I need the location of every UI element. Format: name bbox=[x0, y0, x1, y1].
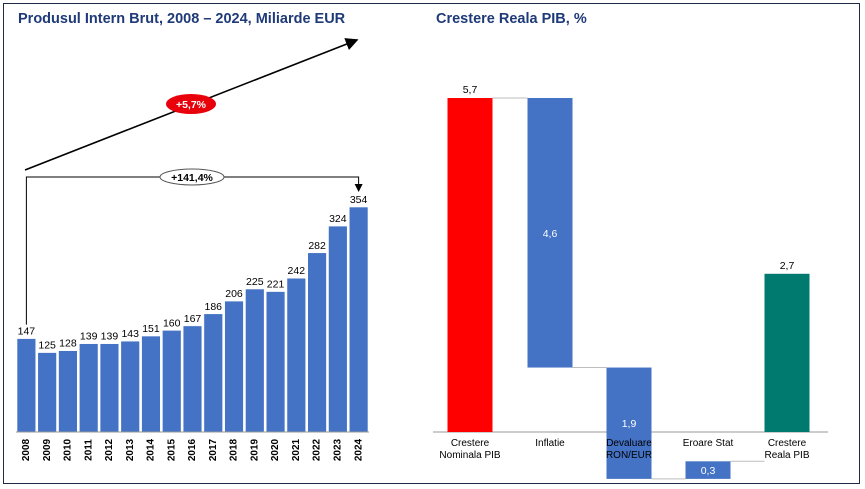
gdp-year-label: 2008 bbox=[21, 438, 32, 461]
waterfall-bar bbox=[685, 461, 731, 479]
gdp-bar-value: 160 bbox=[163, 317, 181, 329]
gdp-bar bbox=[58, 350, 78, 433]
gdp-bar-value: 139 bbox=[80, 331, 98, 343]
gdp-bar-value: 147 bbox=[18, 326, 36, 338]
gdp-bar-value: 225 bbox=[246, 276, 264, 288]
waterfall-bar-value: 1,9 bbox=[622, 418, 637, 430]
gdp-bar bbox=[78, 343, 99, 433]
gdp-chart-title: Produsul Intern Brut, 2008 – 2024, Milia… bbox=[18, 11, 346, 27]
gdp-bar bbox=[245, 288, 265, 433]
gdp-bar bbox=[348, 206, 369, 433]
gdp-bar bbox=[203, 313, 223, 433]
gdp-bar-value: 167 bbox=[184, 313, 202, 325]
cagr-badge bbox=[166, 94, 216, 114]
waterfall-bar bbox=[764, 273, 810, 432]
gdp-year-label: 2014 bbox=[146, 438, 157, 461]
gdp-year-label: 2013 bbox=[125, 438, 136, 461]
gdp-bar bbox=[162, 330, 182, 433]
cagr-badge-label: +5,7% bbox=[176, 99, 207, 111]
waterfall-bar-value: 0,3 bbox=[701, 465, 716, 477]
waterfall-category-label: Inflatie bbox=[535, 438, 565, 449]
gdp-year-label: 2019 bbox=[249, 438, 260, 461]
gdp-bar-value: 128 bbox=[59, 338, 77, 350]
gdp-bar bbox=[265, 291, 286, 433]
gdp-year-label: 2020 bbox=[270, 438, 281, 461]
gdp-bar bbox=[182, 325, 203, 433]
gdp-bar-value: 282 bbox=[308, 240, 326, 252]
waterfall-bar-value: 5,7 bbox=[463, 84, 478, 96]
gdp-bar-value: 151 bbox=[142, 323, 160, 335]
waterfall-category-label: Eroare Stat bbox=[683, 438, 734, 449]
gdp-year-label: 2022 bbox=[312, 438, 323, 461]
growth-badge-label: +141,4% bbox=[171, 172, 213, 184]
gdp-year-label: 2021 bbox=[291, 438, 302, 461]
gdp-year-label: 2016 bbox=[187, 438, 198, 461]
gdp-bar-value: 143 bbox=[121, 328, 139, 340]
real-growth-chart-title: Crestere Reala PIB, % bbox=[436, 11, 587, 27]
waterfall-bar bbox=[606, 367, 652, 479]
gdp-bar bbox=[224, 300, 244, 433]
gdp-bar bbox=[141, 335, 161, 433]
waterfall-category-label: Crestere Reala PIB bbox=[764, 438, 809, 461]
gdp-year-label: 2011 bbox=[83, 439, 94, 461]
gdp-year-label: 2009 bbox=[42, 438, 53, 461]
gdp-year-label: 2015 bbox=[166, 438, 177, 461]
gdp-bar-value: 354 bbox=[350, 194, 368, 206]
gdp-bar bbox=[16, 338, 37, 433]
gdp-bar-value: 139 bbox=[101, 331, 119, 343]
gdp-year-label: 2010 bbox=[63, 438, 74, 461]
gdp-bar-value: 221 bbox=[267, 279, 285, 291]
gdp-bar bbox=[37, 352, 57, 433]
real-growth-waterfall-chart: 5,7 Crestere Nominala PIB 4,6 Inflatie 1,9 Dev… bbox=[433, 84, 828, 480]
gdp-year-label: 2023 bbox=[332, 438, 343, 461]
gdp-year-label: 2012 bbox=[104, 438, 115, 461]
gdp-bar bbox=[286, 277, 307, 433]
waterfall-bar bbox=[527, 98, 573, 368]
gdp-bar-value: 242 bbox=[288, 265, 306, 277]
waterfall-category-label: Crestere Nominala PIB bbox=[439, 438, 500, 461]
gdp-bar-value: 206 bbox=[225, 288, 243, 300]
gdp-bar-value: 125 bbox=[38, 340, 56, 352]
waterfall-bar-value: 2,7 bbox=[780, 260, 795, 272]
waterfall-category-label: Devaluare RON/EUR bbox=[606, 438, 652, 461]
gdp-bar-value: 186 bbox=[204, 301, 222, 313]
gdp-bar bbox=[99, 343, 120, 433]
waterfall-bar-value: 4,6 bbox=[543, 228, 558, 240]
gdp-bar bbox=[328, 225, 348, 433]
gdp-bar-chart: 147 2008 125 2009 128 2010 139 2011 139 2012 143 20… bbox=[16, 38, 369, 461]
gdp-year-label: 2017 bbox=[208, 438, 219, 461]
growth-badge bbox=[159, 168, 225, 186]
gdp-year-label: 2024 bbox=[353, 438, 364, 461]
gdp-bar bbox=[120, 340, 140, 433]
gdp-bar-value: 324 bbox=[329, 213, 347, 225]
gdp-bar bbox=[307, 252, 327, 433]
waterfall-bar bbox=[447, 98, 493, 432]
gdp-year-label: 2018 bbox=[229, 438, 240, 461]
